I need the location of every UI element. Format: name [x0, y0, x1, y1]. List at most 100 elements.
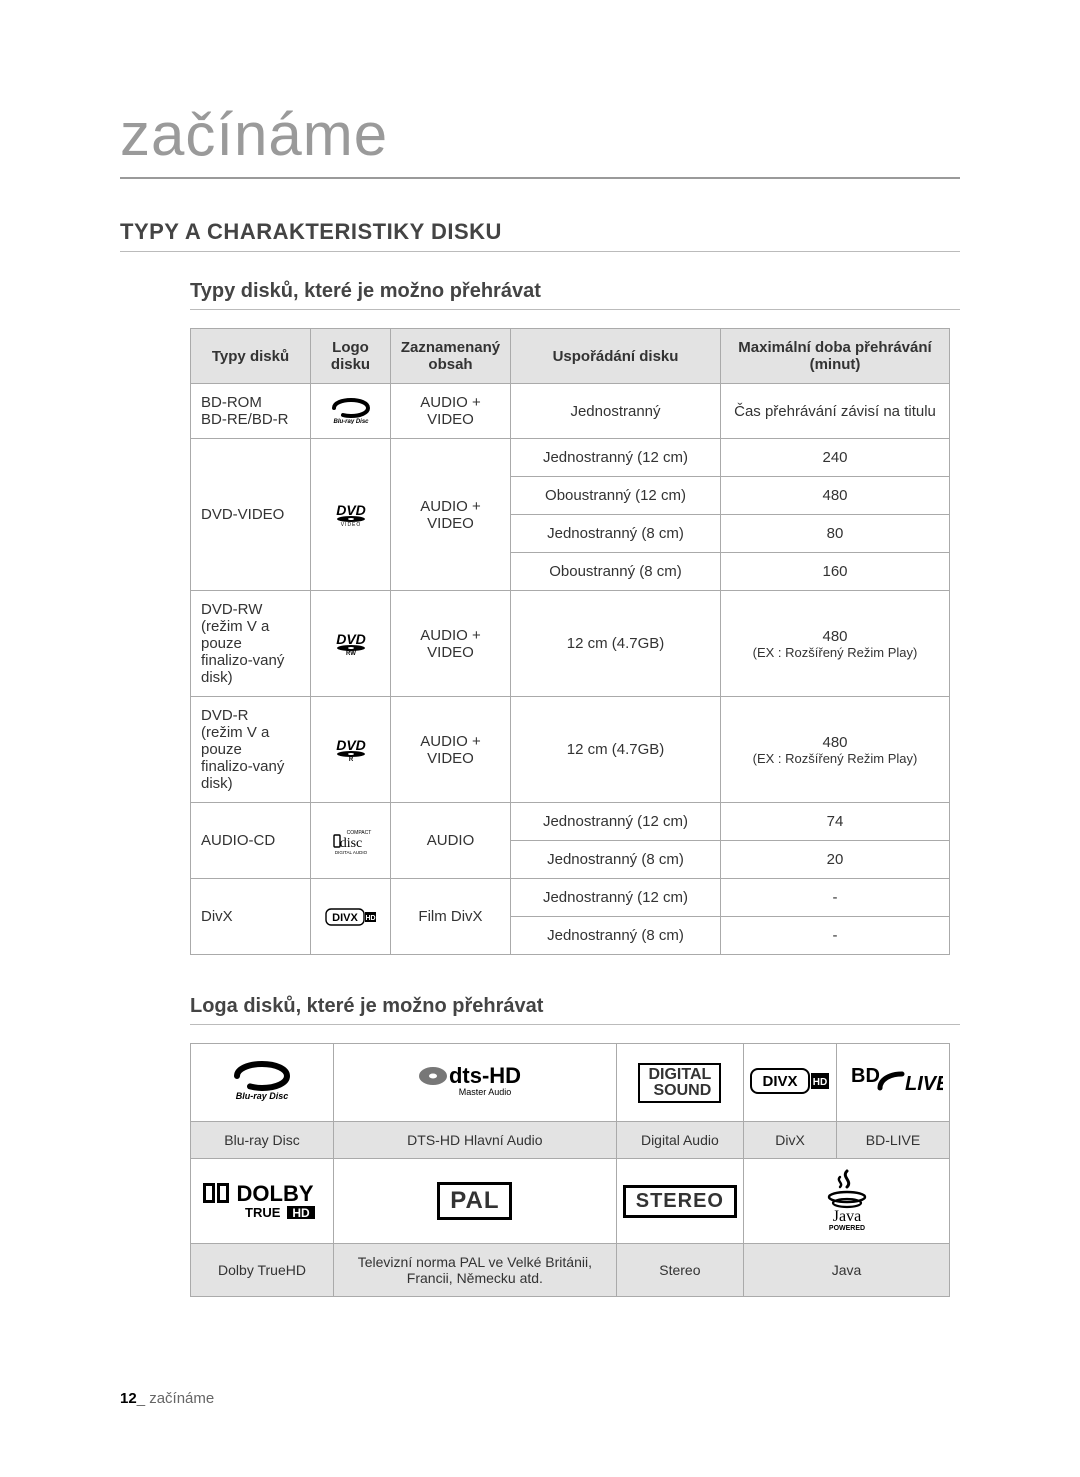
dolby-truehd-logo-icon: DOLBYTRUEHD [191, 1159, 334, 1244]
cell-layout: Oboustranný (8 cm) [511, 553, 721, 591]
compact-disc-icon: COMPACTdiscDIGITAL AUDIO [311, 803, 391, 879]
svg-text:DVD: DVD [336, 632, 366, 647]
cell-type: DVD-RW (režim V a pouze finalizo-vaný di… [191, 591, 311, 697]
type-line3: finalizo-vaný disk) [201, 652, 284, 686]
cell-time: Čas přehrávání závisí na titulu [721, 384, 950, 439]
stereo-logo-icon: STEREO [616, 1159, 743, 1244]
cell-time: - [721, 917, 950, 955]
type-line1: DVD-R [201, 707, 249, 724]
logo-label: DivX [744, 1122, 837, 1159]
type-line2: BD-RE/BD-R [201, 411, 289, 428]
logo-label: Televizní norma PAL ve Velké Británii, F… [334, 1244, 617, 1297]
cell-type: BD-ROM BD-RE/BD-R [191, 384, 311, 439]
cell-layout: 12 cm (4.7GB) [511, 697, 721, 803]
cell-type: DivX [191, 879, 311, 955]
java-logo-icon: JavaPOWERED [744, 1159, 950, 1244]
stereo-text: STEREO [623, 1185, 737, 1218]
time-line1: 480 [822, 628, 847, 645]
cell-layout: Jednostranný (8 cm) [511, 841, 721, 879]
svg-text:HD: HD [292, 1206, 310, 1220]
cell-time: 160 [721, 553, 950, 591]
page-title: začínáme [120, 100, 960, 179]
svg-text:Blu-ray Disc: Blu-ray Disc [333, 419, 369, 424]
cell-content: Film DivX [391, 879, 511, 955]
type-line1: BD-ROM [201, 394, 262, 411]
table-row: Dolby TrueHD Televizní norma PAL ve Velk… [191, 1244, 950, 1297]
type-line2: (režim V a pouze [201, 618, 269, 652]
dvd-video-icon: DVD VIDEO [311, 439, 391, 591]
svg-text:DIGITAL AUDIO: DIGITAL AUDIO [334, 850, 367, 855]
table-row: BD-ROM BD-RE/BD-R Blu-ray Disc AUDIO + V… [191, 384, 950, 439]
logo-label: Stereo [616, 1244, 743, 1297]
cell-time: 480 (EX : Rozšířený Režim Play) [721, 697, 950, 803]
cell-layout: Jednostranný [511, 384, 721, 439]
cell-content: AUDIO + VIDEO [391, 697, 511, 803]
svg-text:™: ™ [937, 1087, 943, 1094]
table-row: DVD-RW (režim V a pouze finalizo-vaný di… [191, 591, 950, 697]
divx-icon: DIVXHD [311, 879, 391, 955]
logo-label: Digital Audio [616, 1122, 743, 1159]
time-line1: 480 [822, 734, 847, 751]
divx-logo-icon: DIVXHD [744, 1044, 837, 1122]
col-time: Maximální doba přehrávání (minut) [721, 329, 950, 384]
table-row: DivX DIVXHD Film DivX Jednostranný (12 c… [191, 879, 950, 917]
pal-logo-icon: PAL [334, 1159, 617, 1244]
cell-layout: Jednostranný (8 cm) [511, 917, 721, 955]
svg-text:HD: HD [365, 915, 375, 922]
dts-text: dts-HD [449, 1063, 521, 1088]
svg-text:disc: disc [339, 836, 362, 851]
digital-text: DIGITAL [648, 1067, 711, 1083]
svg-text:dts-HD: dts-HD [449, 1063, 521, 1088]
bluray-disc-icon: Blu-ray Disc [311, 384, 391, 439]
svg-text:TRUE: TRUE [245, 1205, 281, 1220]
cell-layout: 12 cm (4.7GB) [511, 591, 721, 697]
footer-text: začínáme [149, 1390, 214, 1407]
svg-text:BD: BD [851, 1065, 880, 1087]
col-content: Zaznamenaný obsah [391, 329, 511, 384]
cell-layout: Jednostranný (12 cm) [511, 803, 721, 841]
dts-sub: Master Audio [459, 1087, 512, 1097]
dvd-r-icon: DVDR [311, 697, 391, 803]
cell-type: AUDIO-CD [191, 803, 311, 879]
cell-time: 480 (EX : Rozšířený Režim Play) [721, 591, 950, 697]
subsection-disc-logos: Loga disků, které je možno přehrávat [190, 995, 960, 1025]
cell-content: AUDIO + VIDEO [391, 384, 511, 439]
col-layout: Uspořádání disku [511, 329, 721, 384]
logo-label: Blu-ray Disc [191, 1122, 334, 1159]
cell-layout: Jednostranný (8 cm) [511, 515, 721, 553]
svg-text:DVD: DVD [336, 503, 366, 518]
cell-type: DVD-R (režim V a pouze finalizo-vaný dis… [191, 697, 311, 803]
svg-text:VIDEO: VIDEO [340, 522, 361, 527]
dts-hd-logo-icon: dts-HDMaster Audio [334, 1044, 617, 1122]
pal-text: PAL [437, 1182, 512, 1220]
cell-type: DVD-VIDEO [191, 439, 311, 591]
footer-sep: _ [137, 1390, 145, 1407]
cell-content: AUDIO + VIDEO [391, 591, 511, 697]
col-type: Typy disků [191, 329, 311, 384]
time-line2: (EX : Rozšířený Režim Play) [729, 645, 941, 660]
table-row: Blu-ray Disc DTS-HD Hlavní Audio Digital… [191, 1122, 950, 1159]
cell-time: 74 [721, 803, 950, 841]
cell-layout: Jednostranný (12 cm) [511, 439, 721, 477]
logo-label: BD-LIVE [837, 1122, 950, 1159]
page-footer: 12_ začínáme [120, 1390, 214, 1407]
page-number: 12 [120, 1390, 137, 1407]
java-sub: POWERED [828, 1225, 864, 1231]
svg-text:RW: RW [346, 651, 356, 656]
table-row: DOLBYTRUEHD PAL STEREO JavaPOWERED [191, 1159, 950, 1244]
svg-text:R: R [348, 757, 353, 762]
digital-sound-logo-icon: DIGITAL SOUND [616, 1044, 743, 1122]
section-heading: TYPY A CHARAKTERISTIKY DISKU [120, 219, 960, 252]
svg-text:Blu-ray Disc: Blu-ray Disc [236, 1091, 289, 1101]
table-row: Blu-ray Disc dts-HDMaster Audio DIGITAL … [191, 1044, 950, 1122]
type-line3: finalizo-vaný disk) [201, 758, 284, 792]
cell-time: 20 [721, 841, 950, 879]
disc-types-table: Typy disků Logo disku Zaznamenaný obsah … [190, 328, 950, 955]
cell-layout: Jednostranný (12 cm) [511, 879, 721, 917]
time-line2: (EX : Rozšířený Režim Play) [729, 751, 941, 766]
table-row: AUDIO-CD COMPACTdiscDIGITAL AUDIO AUDIO … [191, 803, 950, 841]
logo-label: DTS-HD Hlavní Audio [334, 1122, 617, 1159]
cell-time: 80 [721, 515, 950, 553]
table-row: DVD-R (režim V a pouze finalizo-vaný dis… [191, 697, 950, 803]
type-line2: (režim V a pouze [201, 724, 269, 758]
